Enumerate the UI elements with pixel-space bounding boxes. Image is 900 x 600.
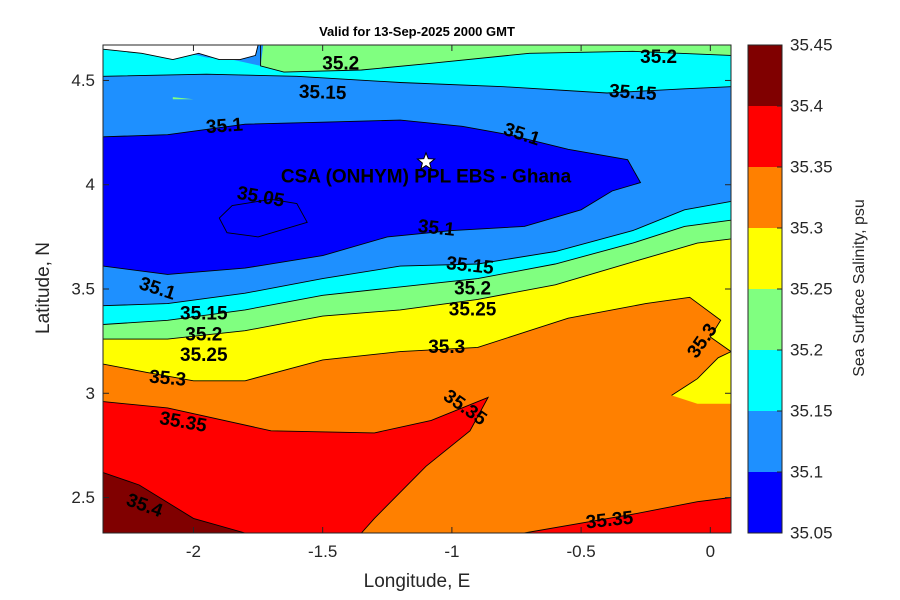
x-tick-label-1: -1.5 xyxy=(308,542,337,561)
contour-label-4: 35.1 xyxy=(205,115,244,139)
colorbar-tick-label-8: 35.45 xyxy=(790,36,833,55)
colorbar-tick-label-0: 35.05 xyxy=(790,524,833,543)
contour-line-10 xyxy=(103,472,246,533)
colorbar-tick-label-3: 35.2 xyxy=(790,341,823,360)
contour-band-4 xyxy=(671,351,731,404)
contour-fills xyxy=(103,45,731,533)
contour-label-12: 35.15 xyxy=(180,304,228,325)
contour-lines xyxy=(103,45,731,533)
y-tick-label-3: 4 xyxy=(86,175,95,194)
contour-label-9: 35.2 xyxy=(454,279,491,300)
colorbar-band-4 xyxy=(748,228,782,289)
contour-label-10: 35.25 xyxy=(449,299,497,320)
contour-label-3: 35.15 xyxy=(608,81,657,105)
plot-axes: -2 -1.5 -1 -0.5 0 2.5 3 3.5 4 4.5 xyxy=(71,44,732,561)
colorbar-band-0 xyxy=(748,472,782,533)
colorbar-tick-label-6: 35.35 xyxy=(790,158,833,177)
colorbar: 35.05 35.1 35.15 35.2 35.25 35.3 35.35 35.4 35.4… xyxy=(747,36,833,543)
contour-line-6 xyxy=(103,238,731,340)
contour-band-9 xyxy=(260,45,731,73)
contour-band-11 xyxy=(103,120,641,275)
colorbar-band-2 xyxy=(748,350,782,411)
site-marker-layer: CSA (ONHYM) PPL EBS - Ghana xyxy=(281,151,572,187)
y-tick-label-4: 4.5 xyxy=(71,71,95,90)
colorbar-band-5 xyxy=(748,167,782,228)
colorbar-tick-label-2: 35.15 xyxy=(790,402,833,421)
contour-band-6 xyxy=(103,220,731,340)
contour-label-7: 35.1 xyxy=(417,216,456,241)
contour-band-1 xyxy=(103,397,489,533)
contour-band-8 xyxy=(103,45,731,93)
chart-title: Valid for 13-Sep-2025 2000 GMT xyxy=(319,24,515,39)
x-axis-label: Longitude, E xyxy=(363,571,471,592)
land-mask-shape xyxy=(103,45,259,61)
contour-label-15: 35.3 xyxy=(148,367,187,391)
contour-label-1: 35.2 xyxy=(640,47,677,68)
contour-band-7 xyxy=(103,201,731,325)
contour-line-9 xyxy=(103,396,490,533)
x-tick-label-2: -1 xyxy=(444,542,459,561)
contour-band-10 xyxy=(172,97,194,100)
colorbar-tick-label-7: 35.4 xyxy=(790,97,823,116)
land-mask xyxy=(103,45,259,61)
contour-label-8: 35.15 xyxy=(445,253,495,279)
contour-line-0 xyxy=(103,119,642,275)
contour-line-8 xyxy=(671,351,731,396)
x-tick-label-4: 0 xyxy=(706,542,715,561)
x-tick-label-0: -2 xyxy=(186,542,201,561)
site-marker-label: CSA (ONHYM) PPL EBS - Ghana xyxy=(281,166,572,187)
contour-line-7 xyxy=(103,296,731,382)
colorbar-band-1 xyxy=(748,411,782,472)
contour-band-3 xyxy=(103,297,731,533)
contour-line-5 xyxy=(103,219,731,325)
contour-line-1 xyxy=(218,198,308,238)
colorbar-tick-label-4: 35.25 xyxy=(790,280,833,299)
contour-label-14: 35.25 xyxy=(180,345,228,366)
contour-label-20: 35.35 xyxy=(585,508,635,534)
colorbar-band-3 xyxy=(748,289,782,350)
contour-line-3 xyxy=(260,45,731,73)
y-tick-label-0: 2.5 xyxy=(71,488,95,507)
contour-band-0 xyxy=(103,472,246,533)
contour-band-5 xyxy=(103,238,731,381)
contour-line-2 xyxy=(103,73,731,94)
site-star-marker xyxy=(416,151,436,171)
contour-label-0: 35.2 xyxy=(322,53,359,74)
colorbar-band-6 xyxy=(748,106,782,167)
contour-line-4 xyxy=(103,200,731,307)
y-tick-label-2: 3.5 xyxy=(71,280,95,299)
x-tick-label-3: -0.5 xyxy=(566,542,595,561)
y-tick-label-1: 3 xyxy=(86,384,95,403)
y-axis-label: Latitude, N xyxy=(33,242,54,334)
colorbar-label: Sea Surface Salinity, psu xyxy=(851,199,868,377)
contour-label-2: 35.15 xyxy=(299,82,348,105)
colorbar-tick-label-5: 35.3 xyxy=(790,219,823,238)
contour-label-16: 35.3 xyxy=(428,337,465,358)
contour-line-11 xyxy=(524,497,731,533)
colorbar-tick-label-1: 35.1 xyxy=(790,463,823,482)
colorbar-band-7 xyxy=(748,45,782,106)
contour-label-13: 35.2 xyxy=(185,324,222,345)
